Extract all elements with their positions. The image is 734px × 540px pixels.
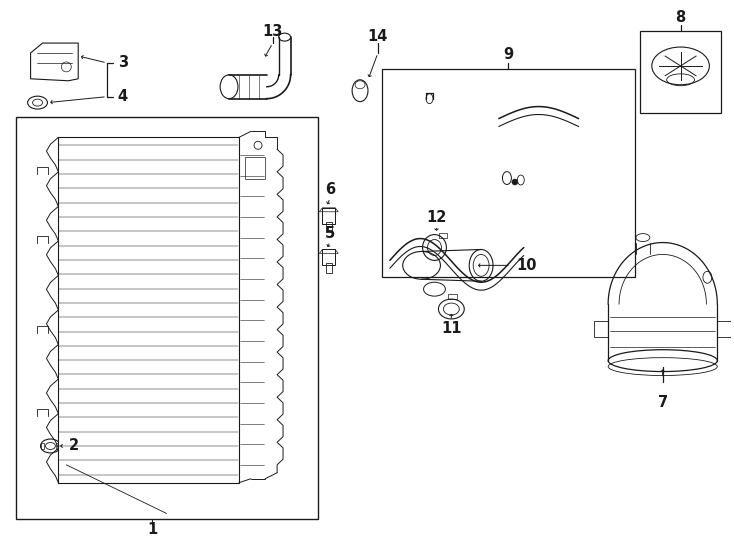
Text: 7: 7 (658, 395, 668, 410)
Text: 9: 9 (504, 48, 514, 63)
Text: 11: 11 (441, 321, 462, 336)
Bar (245, 157, 265, 179)
Text: 5: 5 (325, 226, 335, 241)
Text: 14: 14 (368, 29, 388, 44)
Bar (15, 118, 319, 519)
Text: 8: 8 (675, 10, 686, 25)
Bar (322, 208, 335, 224)
Bar (448, 294, 457, 299)
Text: 10: 10 (517, 258, 537, 273)
Text: 13: 13 (263, 24, 283, 39)
Text: 6: 6 (325, 183, 335, 198)
Text: 1: 1 (147, 522, 157, 537)
Text: 12: 12 (426, 210, 447, 225)
Bar (382, 69, 635, 277)
Bar (40, 443, 45, 449)
Bar (57, 443, 60, 449)
Bar (717, 321, 731, 337)
Text: 4: 4 (118, 89, 128, 104)
Bar (322, 249, 335, 265)
Circle shape (512, 179, 518, 185)
Bar (595, 321, 608, 337)
Text: 2: 2 (69, 438, 79, 454)
Bar (59, 137, 239, 483)
Bar (440, 233, 448, 238)
Text: 3: 3 (118, 56, 128, 70)
Bar (327, 264, 333, 273)
Bar (327, 222, 333, 232)
Bar (640, 31, 722, 112)
